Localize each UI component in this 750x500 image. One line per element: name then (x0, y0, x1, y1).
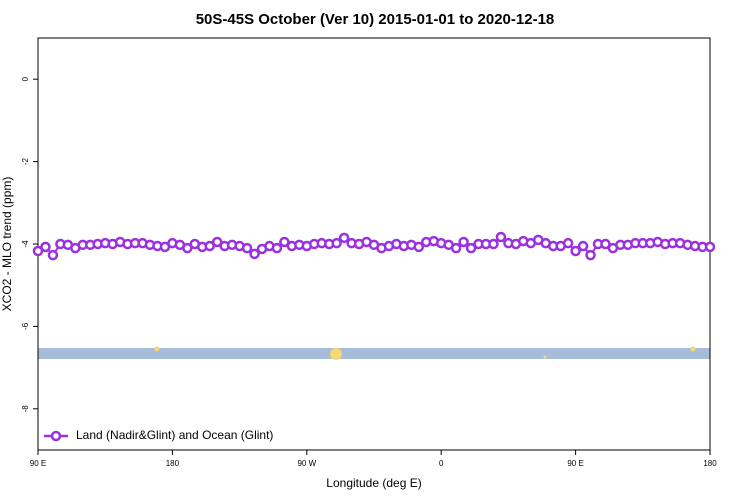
x-tick-label: 90 E (30, 459, 46, 468)
data-point (47, 249, 59, 261)
data-point (495, 231, 507, 243)
data-point (458, 236, 469, 248)
data-point (32, 245, 44, 257)
data-point (570, 245, 581, 257)
x-tick-label: 180 (166, 459, 180, 468)
x-tick-label: 0 (439, 459, 444, 468)
data-point (211, 236, 223, 248)
data-point (338, 232, 350, 244)
data-point (271, 242, 283, 254)
spot (690, 346, 696, 352)
y-axis-label: XCO2 - MLO trend (ppm) (0, 177, 14, 312)
y-tick-label: -4 (21, 240, 30, 248)
y-tick-label: -8 (21, 405, 30, 413)
spot (330, 348, 342, 360)
spot (154, 346, 160, 352)
data-point (577, 240, 589, 252)
spot (543, 355, 547, 359)
data-point (465, 242, 477, 254)
chart-title: 50S-45S October (Ver 10) 2015-01-01 to 2… (196, 11, 555, 28)
x-tick-label: 90 W (297, 459, 316, 468)
x-tick-label: 90 E (567, 459, 583, 468)
data-point (600, 238, 611, 250)
data-point (204, 240, 215, 252)
data-point (413, 241, 425, 253)
land-ocean-band (38, 348, 710, 359)
data-point (562, 237, 574, 249)
data-point (450, 242, 462, 254)
data-point (488, 238, 499, 250)
x-tick-label: 180 (703, 459, 717, 468)
legend-marker (50, 430, 62, 442)
legend-label: Land (Nadir&Glint) and Ocean (Glint) (76, 428, 273, 442)
data-point (40, 241, 51, 253)
data-point (241, 242, 253, 254)
y-tick-label: -6 (21, 322, 30, 330)
data-point (182, 242, 193, 254)
data-point (704, 241, 716, 253)
y-tick-label: 0 (21, 76, 30, 81)
data-point (249, 248, 260, 260)
y-tick-label: -2 (21, 157, 30, 165)
data-point (279, 236, 290, 248)
data-point (585, 249, 596, 261)
x-axis-label: Longitude (deg E) (326, 476, 421, 490)
data-point (331, 237, 342, 249)
